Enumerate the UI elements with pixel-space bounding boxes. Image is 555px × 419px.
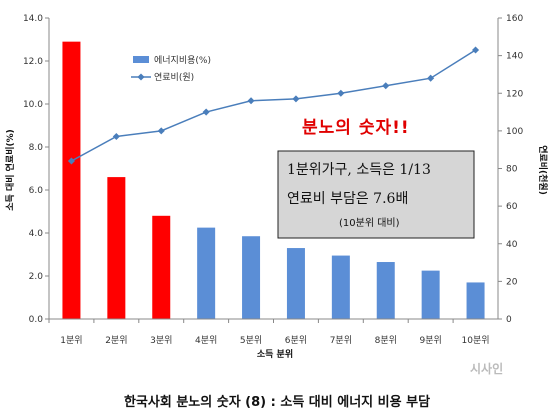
- line-point-3: [157, 127, 165, 135]
- y2-tick-label: 100: [506, 127, 523, 137]
- y-tick-label: 8.0: [29, 143, 44, 153]
- line-point-7: [337, 89, 345, 97]
- bar-1: [62, 41, 81, 320]
- x-tick-label: 1분위: [60, 335, 82, 346]
- watermark: 시사인: [470, 361, 503, 376]
- caption: 한국사회 분노의 숫자 (8) : 소득 대비 에너지 비용 부담: [124, 394, 430, 410]
- y-tick-label: 6.0: [29, 186, 44, 196]
- x-tick-label: 4분위: [195, 335, 217, 346]
- line-point-8: [382, 82, 390, 90]
- x-tick-label: 5분위: [240, 335, 262, 346]
- annotation-line-2: 연료비 부담은 7.6배: [287, 191, 408, 207]
- x-tick-label: 2분위: [105, 335, 127, 346]
- line-point-2: [112, 132, 120, 141]
- y-tick-label: 10.0: [23, 100, 43, 110]
- legend-bar-swatch: [133, 56, 149, 63]
- line-point-10: [472, 46, 480, 54]
- x-axis-title: 소득 분위: [257, 348, 293, 360]
- annotation-box: [277, 150, 475, 239]
- bar-5: [242, 236, 261, 319]
- y2-tick-label: 0: [506, 315, 512, 325]
- bars-group: [62, 41, 485, 320]
- axes-group: [45, 17, 502, 323]
- annotation-line-3: (10분위 대비): [339, 216, 400, 229]
- x-tick-label: 10분위: [462, 335, 490, 346]
- line-point-6: [292, 95, 300, 103]
- y-tick-label: 12.0: [23, 57, 43, 67]
- y-tick-label: 4.0: [29, 229, 44, 239]
- y2-tick-label: 160: [506, 14, 523, 24]
- annotation-title: 분노의 숫자!!: [302, 118, 410, 138]
- y2-tick-label: 120: [506, 89, 523, 99]
- legend-line-label: 연료비(원): [154, 72, 194, 83]
- bar-6: [286, 248, 305, 319]
- ticks-group: 0.0 2.0 4.0 6.0 8.0 10.0 12.0 14.0 0 20 40 60 80 100 1…: [23, 14, 523, 346]
- x-tick-label: 9분위: [420, 335, 442, 346]
- legend: 에너지비용(%) 연료비(원): [131, 55, 211, 83]
- x-tick-label: 3분위: [150, 335, 172, 346]
- y2-tick-label: 80: [506, 165, 518, 175]
- x-tick-label: 7분위: [330, 335, 352, 346]
- y2-tick-label: 140: [506, 52, 523, 62]
- annotation-line-1: 1분위가구, 소득은 1/13: [287, 162, 431, 178]
- bar-10: [466, 282, 485, 319]
- line-group: [67, 46, 480, 165]
- y-tick-label: 0.0: [29, 315, 44, 325]
- line-point-1: [67, 157, 75, 165]
- bar-3: [152, 215, 171, 319]
- bar-7: [331, 255, 350, 319]
- bar-8: [376, 262, 395, 319]
- y2-axis-title: 연료비(천원): [537, 145, 549, 195]
- line-point-9: [427, 74, 435, 82]
- bar-4: [197, 227, 216, 319]
- legend-line-marker: [137, 73, 145, 81]
- bar-9: [421, 270, 440, 319]
- line-point-5: [247, 97, 255, 105]
- line-point-4: [202, 108, 210, 116]
- y-axis-title: 소득 대비 연료비(%): [4, 129, 16, 210]
- y2-tick-label: 40: [506, 240, 518, 250]
- bar-2: [107, 177, 126, 319]
- y-tick-label: 14.0: [23, 14, 43, 24]
- x-tick-label: 6분위: [285, 335, 307, 346]
- y-tick-label: 2.0: [29, 272, 44, 282]
- y2-tick-label: 60: [506, 202, 518, 212]
- legend-bar-label: 에너지비용(%): [154, 55, 211, 66]
- x-tick-label: 8분위: [375, 335, 397, 346]
- fuel-cost-line: [71, 49, 476, 162]
- y2-tick-label: 20: [506, 277, 518, 287]
